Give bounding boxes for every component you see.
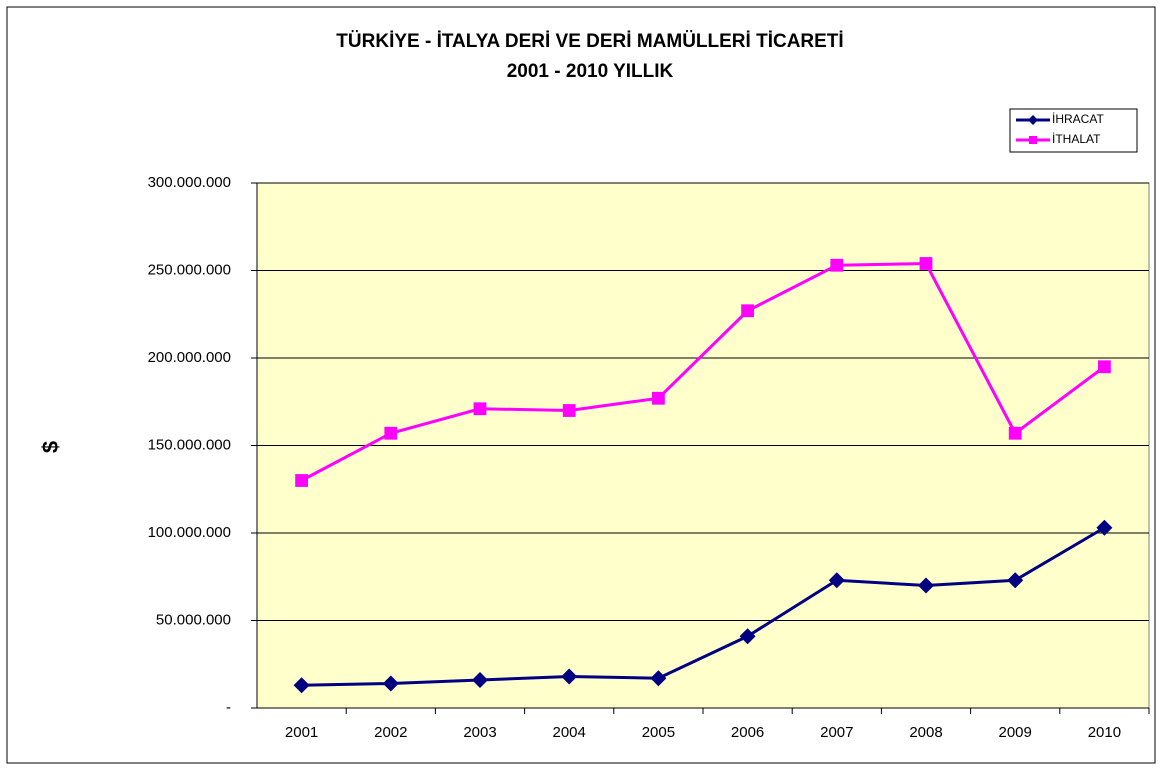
x-tick-label: 2005 — [642, 724, 675, 741]
x-tick-label: 2007 — [820, 724, 853, 741]
x-tick-label: 2001 — [285, 724, 318, 741]
marker — [561, 668, 578, 685]
x-tick-label: 2003 — [463, 724, 496, 741]
y-tick-label: - — [226, 699, 231, 716]
marker — [919, 257, 933, 270]
y-axis-label: $ — [38, 441, 63, 453]
y-tick-label: 50.000.000 — [156, 611, 231, 628]
legend-label: İHRACAT — [1052, 112, 1104, 126]
marker — [1007, 572, 1024, 589]
marker — [562, 404, 576, 417]
x-tick-label: 2008 — [909, 724, 942, 741]
marker — [1028, 115, 1038, 125]
legend-label: İTHALAT — [1052, 132, 1101, 146]
y-tick-label: 100.000.000 — [148, 524, 231, 541]
x-tick-label: 2002 — [374, 724, 407, 741]
marker — [830, 258, 844, 272]
x-tick-label: 2010 — [1088, 724, 1121, 741]
marker — [293, 677, 310, 694]
series-line — [301, 526, 1106, 687]
chart-title: TÜRKİYE - İTALYA DERİ VE DERİ MAMÜLLERİ … — [336, 31, 843, 52]
y-tick-label: 150.000.000 — [148, 436, 231, 453]
marker — [828, 572, 845, 589]
marker — [473, 402, 487, 416]
marker — [384, 426, 398, 440]
series-line — [300, 261, 1106, 482]
legend-box — [1009, 108, 1138, 153]
marker — [652, 391, 665, 405]
x-tick-label: 2004 — [553, 724, 586, 741]
marker — [1029, 136, 1037, 144]
marker — [918, 577, 934, 594]
marker — [650, 670, 667, 687]
chart-subtitle: 2001 - 2010 YILLIK — [507, 61, 674, 82]
x-tick-label: 2009 — [999, 724, 1032, 741]
marker — [295, 474, 308, 487]
marker — [739, 628, 756, 645]
marker — [382, 675, 399, 692]
marker — [1008, 426, 1022, 440]
y-tick-label: 300.000.000 — [148, 174, 231, 191]
x-tick-label: 2006 — [731, 724, 764, 741]
marker — [741, 304, 754, 318]
y-tick-label: 200.000.000 — [148, 349, 231, 366]
marker — [1096, 519, 1113, 536]
marker — [1098, 360, 1111, 374]
marker — [472, 672, 488, 688]
y-tick-label: 250.000.000 — [148, 261, 231, 278]
